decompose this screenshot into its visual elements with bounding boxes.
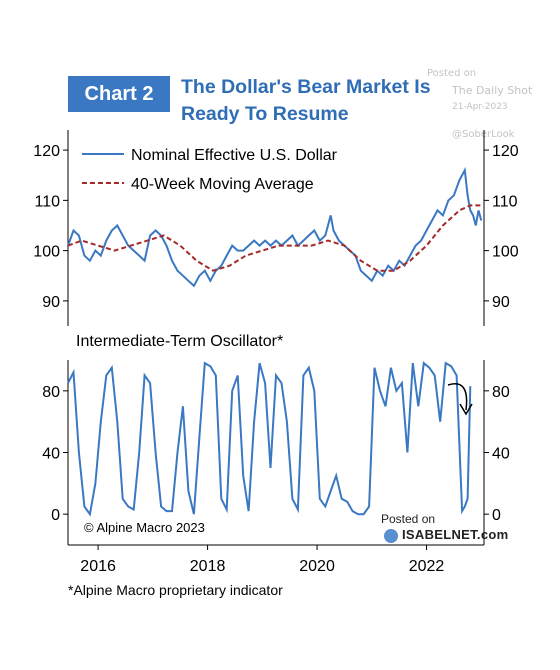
copyright-credit: © Alpine Macro 2023 [84,520,205,535]
isabelnet-posted-on: Posted on [381,512,436,526]
x-tick-label: 2020 [299,558,335,575]
x-tick-label: 2022 [409,558,445,575]
watermark-date: 21-Apr-2023 [452,102,508,112]
top-left-tick-label: 100 [33,244,60,261]
oscillator-series-line [67,361,472,517]
oscillator-title: Intermediate-Term Oscillator* [76,333,283,350]
globe-icon [384,528,398,543]
curved-arrow-icon [447,383,468,411]
bottom-left-tick-label: 40 [42,446,60,463]
bottom-right-tick-label: 80 [492,384,510,401]
chart-title-line-1: The Dollar's Bear Market Is [181,76,431,98]
x-tick-label: 2016 [80,558,116,575]
chart-title: The Dollar's Bear Market Is Ready To Res… [181,74,431,128]
bottom-left-tick-label: 80 [42,384,60,401]
x-tick-label: 2018 [190,558,226,575]
watermark-source: The Daily Shot [452,84,533,97]
arrow-head-icon [459,403,473,416]
top-right-tick-label: 110 [492,193,518,210]
watermark-handle: @SoberLook [452,129,515,140]
top-left-tick-label: 110 [34,193,60,210]
bottom-right-tick-label: 40 [492,446,510,463]
legend-ma-label: 40-Week Moving Average [131,176,314,193]
top-right-tick-label: 90 [492,294,510,311]
chart-title-line-2: Ready To Resume [181,103,349,125]
top-left-tick-label: 90 [42,294,60,311]
watermark-posted-on: Posted on [427,68,477,79]
footnote: *Alpine Macro proprietary indicator [68,582,283,598]
bottom-left-tick-label: 0 [51,507,60,524]
isabelnet-brand-text: ISABELNET.com [402,527,509,542]
top-left-tick-label: 120 [33,143,60,160]
legend-usd-label: Nominal Effective U.S. Dollar [131,147,338,164]
ma-series-line [67,204,482,272]
bottom-right-tick-label: 0 [492,507,501,524]
chart-number-badge: Chart 2 [68,76,170,112]
usd-series-line [67,166,483,288]
isabelnet-brand: ISABELNET.com [384,527,508,543]
top-right-tick-label: 100 [492,244,519,261]
top-right-tick-label: 120 [492,143,519,160]
